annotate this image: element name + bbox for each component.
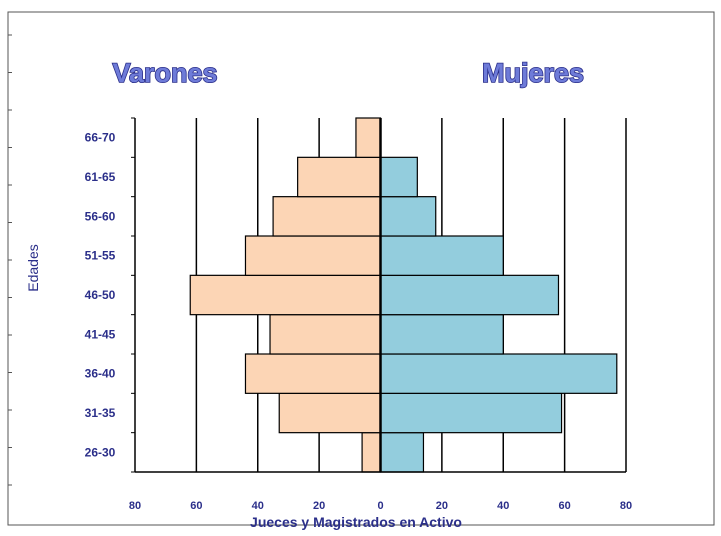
x-tick-label: 60 — [190, 500, 202, 512]
x-tick-label: 20 — [313, 500, 325, 512]
bar-mujeres — [379, 274, 560, 316]
age-labels: 26-30 31-35 36-40 41-45 46-50 51-55 56-60 61-65… — [85, 131, 116, 460]
right-title: Mujeres — [482, 58, 584, 88]
bar-varones — [355, 117, 382, 158]
bar-mujeres — [379, 353, 618, 394]
bars — [189, 117, 618, 473]
age-group-label: 56-60 — [85, 209, 116, 223]
x-tick-label: 80 — [620, 500, 632, 512]
bar-varones — [244, 235, 382, 276]
bar-varones — [244, 353, 382, 394]
bar-mujeres — [379, 392, 563, 434]
bar-varones — [269, 314, 382, 355]
x-tick-label: 80 — [129, 500, 141, 512]
x-axis-title: Jueces y Magistrados en Activo — [250, 514, 462, 530]
left-title: Varones — [112, 58, 217, 88]
age-group-label: 66-70 — [85, 131, 116, 145]
bar-varones — [272, 196, 382, 237]
y-axis-title: Edades — [25, 244, 41, 291]
bar-mujeres — [379, 156, 418, 198]
x-tick-label: 40 — [497, 500, 509, 512]
bar-mujeres — [379, 235, 504, 276]
bar-varones — [297, 156, 382, 198]
age-group-label: 51-55 — [85, 249, 116, 263]
x-tick-label: 40 — [252, 500, 264, 512]
bar-mujeres — [379, 432, 425, 473]
x-tick-label: 60 — [559, 500, 571, 512]
x-tick-labels: 80 60 40 20 0 20 40 60 80 — [129, 500, 632, 512]
x-tick-label: 20 — [436, 500, 448, 512]
age-group-label: 46-50 — [85, 288, 116, 302]
age-group-label: 31-35 — [85, 406, 116, 420]
age-group-label: 41-45 — [85, 327, 116, 341]
age-group-label: 36-40 — [85, 367, 116, 381]
bar-varones — [189, 274, 382, 316]
bar-mujeres — [379, 314, 504, 355]
axes — [131, 117, 626, 473]
bar-varones — [278, 392, 382, 434]
age-group-label: 26-30 — [85, 445, 116, 459]
x-tick-label: 0 — [377, 500, 383, 512]
bar-varones — [361, 432, 382, 473]
bar-mujeres — [379, 196, 437, 237]
age-group-label: 61-65 — [85, 170, 116, 184]
frame-ticks — [8, 34, 12, 486]
